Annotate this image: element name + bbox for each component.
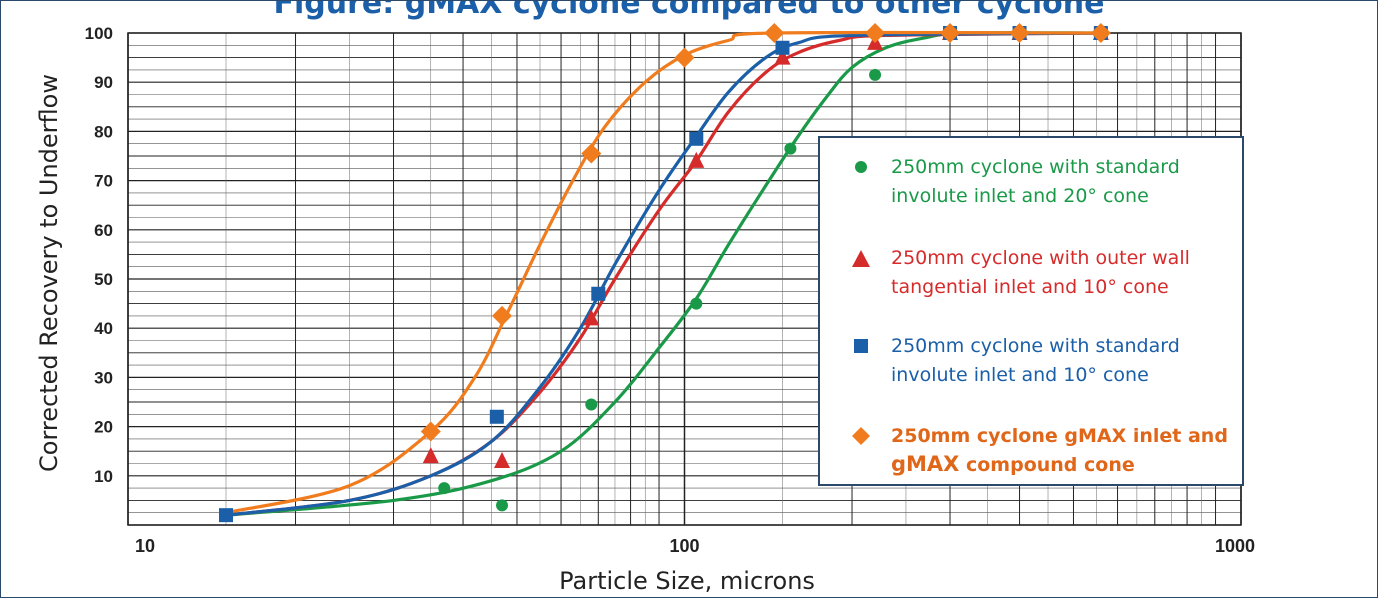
data-point-diamond — [865, 23, 886, 43]
tick-labels: 10 20 30 40 50 60 70 80 90 100 10 100 1000 — [85, 24, 1255, 556]
data-point-diamond — [1090, 23, 1111, 43]
data-point-circle — [869, 68, 882, 81]
legend-box — [818, 136, 1244, 486]
data-point-circle — [784, 142, 797, 155]
legend-label-rest: compound cone — [959, 454, 1134, 476]
data-point-square — [775, 40, 790, 55]
data-point-triangle — [494, 452, 511, 469]
data-point-circle — [496, 499, 509, 512]
data-point-triangle — [688, 151, 705, 168]
legend-label: 250mm cyclone with standard — [891, 156, 1180, 178]
legend-diamond-icon — [852, 427, 870, 445]
y-tick-label: 30 — [94, 368, 113, 387]
legend-triangle-icon — [852, 250, 870, 267]
legend-label: 250mm cyclone gMAX inlet and — [891, 425, 1228, 447]
data-point-circle — [585, 398, 598, 411]
data-point-square — [591, 286, 606, 301]
data-point-square — [689, 131, 704, 146]
y-axis-label: Corrected Recovery to Underflow — [35, 74, 63, 472]
y-tick-label: 10 — [94, 467, 113, 486]
data-point-diamond — [940, 23, 961, 43]
series-points — [218, 23, 1111, 523]
y-tick-label: 80 — [94, 122, 113, 141]
legend-label: involute inlet and 10° cone — [891, 364, 1149, 386]
data-point-circle — [690, 297, 703, 310]
x-tick-label: 10 — [135, 536, 155, 556]
data-point-triangle — [583, 309, 600, 326]
legend-entry-blue: 250mm cyclone with standard involute inl… — [854, 335, 1180, 386]
chart-title: Figure: gMAX cyclone compared to other c… — [274, 1, 1105, 21]
legend-entry-green: 250mm cyclone with standard involute inl… — [855, 156, 1180, 207]
data-point-diamond — [1009, 23, 1030, 43]
legend-entry-red: 250mm cyclone with outer wall tangential… — [852, 247, 1190, 298]
series-curve — [224, 31, 1103, 517]
data-point-triangle — [774, 48, 791, 65]
legend-label: tangential inlet and 10° cone — [891, 276, 1169, 298]
data-point-diamond — [492, 305, 513, 326]
data-point-square — [489, 409, 504, 424]
y-tick-label: 40 — [94, 319, 113, 338]
series-curves — [224, 30, 1103, 517]
y-tick-label: 70 — [94, 172, 113, 191]
data-point-diamond — [764, 23, 785, 43]
data-point-diamond — [581, 143, 602, 164]
data-point-circle — [438, 482, 451, 495]
legend-label: involute inlet and 20° cone — [891, 185, 1149, 207]
legend-label: 250mm cyclone with outer wall — [891, 247, 1190, 269]
x-tick-label: 1000 — [1215, 536, 1255, 556]
legend-label: gMAX compound cone — [891, 452, 1135, 476]
y-tick-label: 20 — [94, 418, 113, 437]
y-tick-label: 50 — [94, 270, 113, 289]
legend-entry-orange: 250mm cyclone gMAX inlet and gMAX compou… — [852, 425, 1228, 476]
data-point-square — [218, 508, 233, 523]
legend-label: 250mm cyclone with standard — [891, 335, 1180, 357]
y-tick-label: 90 — [94, 73, 113, 92]
legend-square-icon — [854, 339, 868, 353]
legend-circle-icon — [855, 161, 867, 173]
data-point-diamond — [420, 421, 441, 442]
x-tick-label: 100 — [669, 536, 699, 556]
y-tick-label: 60 — [94, 221, 113, 240]
legend-label-brand: gMAX — [891, 452, 959, 476]
series-curve — [224, 30, 1103, 515]
data-point-triangle — [422, 447, 439, 464]
series-curve — [224, 31, 1103, 517]
legend: 250mm cyclone with standard involute inl… — [818, 136, 1244, 486]
data-point-diamond — [674, 47, 695, 68]
x-axis-label: Particle Size, microns — [559, 567, 815, 595]
y-tick-label: 100 — [85, 24, 113, 43]
